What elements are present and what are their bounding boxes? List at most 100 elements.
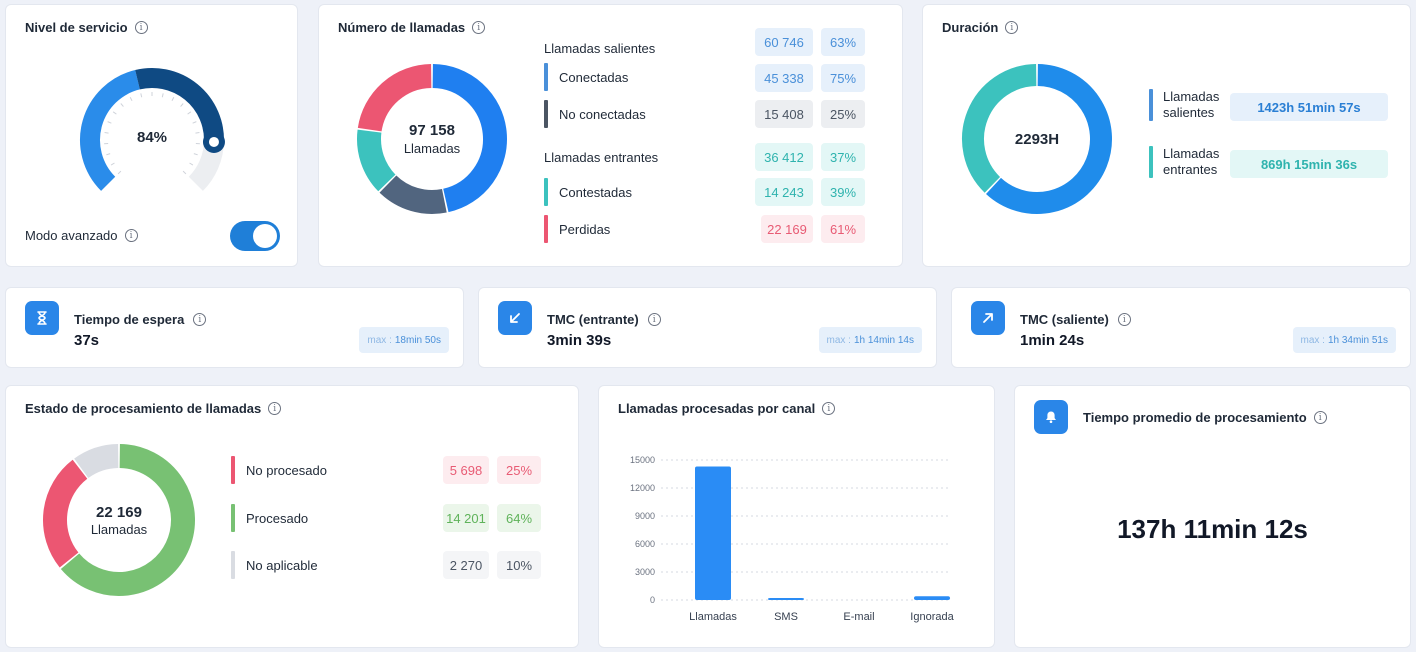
info-icon[interactable]: i xyxy=(193,313,207,326)
duration-title-text: Duración xyxy=(942,20,999,35)
bell-icon xyxy=(1034,400,1068,434)
advanced-mode-text: Modo avanzado xyxy=(25,228,118,243)
kpi-tmc-in-label: TMC (entrante) i xyxy=(547,312,661,327)
calls-total-label: Llamadas xyxy=(404,141,461,156)
outgoing-duration-value: 1423h 51min 57s xyxy=(1230,93,1388,121)
avg-time-value: 137h 11min 12s xyxy=(1117,514,1308,544)
info-icon[interactable]: i xyxy=(822,402,836,415)
legend-incoming: Llamadas entrantes xyxy=(544,143,658,171)
calls-count-title: Número de llamadas i xyxy=(338,20,486,35)
x-tick-label: Llamadas xyxy=(689,611,737,623)
not-processed-marker xyxy=(231,456,235,484)
processing-status-card: Estado de procesamiento de llamadas i 22… xyxy=(5,385,579,648)
donut-segment-procesado xyxy=(60,444,195,596)
outgoing-duration-label: Llamadas salientes xyxy=(1163,89,1219,121)
lost-pct: 61% xyxy=(821,215,865,243)
legend-outgoing-label: Llamadas salientes xyxy=(544,40,656,56)
kpi-tmc-in-label-text: TMC (entrante) xyxy=(547,312,639,327)
answered-marker xyxy=(544,178,548,206)
legend-processed: Procesado xyxy=(246,504,308,532)
info-icon[interactable]: i xyxy=(1005,21,1019,34)
calls-count-card: Número de llamadas i 97 158 Llamadas Lla… xyxy=(318,4,903,267)
y-tick-label: 15000 xyxy=(630,455,655,465)
gauge-handle-center xyxy=(208,136,219,147)
outgoing-value: 60 746 xyxy=(755,28,813,56)
processing-total: 22 169 xyxy=(96,504,142,521)
processed-pct: 64% xyxy=(497,504,541,532)
kpi-card-tmc-out: TMC (saliente) i 1min 24s max : 1h 34min… xyxy=(951,287,1411,368)
not-processed-pct: 25% xyxy=(497,456,541,484)
info-icon[interactable]: i xyxy=(268,402,282,415)
bar-sms[interactable] xyxy=(768,598,804,600)
info-icon[interactable]: i xyxy=(134,21,148,34)
gauge-tick xyxy=(195,131,200,134)
kpi-tmc-out-value: 1min 24s xyxy=(1020,332,1085,349)
incoming-duration-label-2: entrantes xyxy=(1163,162,1218,177)
donut-segment-salientes xyxy=(986,64,1112,214)
advanced-mode-label: Modo avanzado i xyxy=(25,228,138,243)
service-level-title: Nivel de servicio i xyxy=(25,20,148,35)
gauge-tick xyxy=(107,121,112,124)
not-applicable-marker xyxy=(231,551,235,579)
legend-incoming-label: Llamadas entrantes xyxy=(544,149,659,165)
bar-ignorada[interactable] xyxy=(914,596,950,600)
y-tick-label: 12000 xyxy=(630,483,655,493)
gauge-tick xyxy=(171,97,175,102)
outgoing-pct: 63% xyxy=(821,28,865,56)
info-icon[interactable]: i xyxy=(124,229,138,242)
x-tick-label: E-mail xyxy=(843,611,874,623)
info-icon[interactable]: i xyxy=(472,21,486,34)
service-level-gauge: 84% xyxy=(80,68,225,191)
incoming-value: 36 412 xyxy=(755,143,813,171)
donut-segment-contestadas xyxy=(357,129,396,192)
kpi-tmc-out-max-value: 1h 34min 51s xyxy=(1327,334,1388,346)
bar-llamadas[interactable] xyxy=(695,466,731,600)
donut-segment-no-conectadas xyxy=(379,175,447,214)
gauge-tick xyxy=(104,131,109,134)
channel-bar-chart: 0 3000 6000 9000 12000 15000 Llamadas SMS E-mail… xyxy=(630,455,955,623)
kpi-card-wait: Tiempo de espera i 37s max : 18min 50s xyxy=(5,287,464,368)
gauge-tick xyxy=(192,121,197,124)
legend-not-connected: No conectadas xyxy=(559,100,646,128)
kpi-tmc-out-label-text: TMC (saliente) xyxy=(1020,312,1109,327)
y-tick-label: 3000 xyxy=(635,567,655,577)
gauge-tick xyxy=(193,153,198,156)
channel-card: Llamadas procesadas por canal i 0 3000 600… xyxy=(598,385,995,648)
legend-connected-label: Conectadas xyxy=(559,69,629,85)
info-icon[interactable]: i xyxy=(1313,411,1327,424)
channel-title: Llamadas procesadas por canal i xyxy=(618,401,836,416)
info-icon[interactable]: i xyxy=(1117,313,1131,326)
not-connected-value: 15 408 xyxy=(755,100,813,128)
legend-answered: Contestadas xyxy=(559,178,632,206)
toggle-knob xyxy=(253,224,277,248)
avg-time-title: Tiempo promedio de procesamiento i xyxy=(1083,410,1327,425)
kpi-card-tmc-in: TMC (entrante) i 3min 39s max : 1h 14min… xyxy=(478,287,937,368)
gauge-tick xyxy=(140,93,143,98)
legend-processed-label: Procesado xyxy=(246,510,309,526)
info-icon[interactable]: i xyxy=(647,313,661,326)
legend-not-applicable-label: No aplicable xyxy=(246,557,318,573)
gauge-tick xyxy=(187,111,192,115)
hourglass-icon xyxy=(25,301,59,335)
connected-pct: 75% xyxy=(821,64,865,92)
kpi-wait-max: max : 18min 50s xyxy=(359,327,449,353)
legend-not-processed: No procesado xyxy=(246,456,327,484)
outgoing-duration-marker xyxy=(1149,89,1153,121)
calls-total: 97 158 xyxy=(409,122,455,139)
avg-time-title-text: Tiempo promedio de procesamiento xyxy=(1083,410,1307,425)
duration-donut: 2293H xyxy=(962,64,1112,214)
donut-segment-conectadas xyxy=(432,64,507,213)
legend-lost-label: Perdidas xyxy=(559,221,611,237)
advanced-mode-toggle[interactable] xyxy=(230,221,280,251)
avg-time-card: Tiempo promedio de procesamiento i 137h … xyxy=(1014,385,1411,648)
lost-value: 22 169 xyxy=(761,215,813,243)
processed-value: 14 201 xyxy=(443,504,489,532)
incoming-duration-value: 869h 15min 36s xyxy=(1230,150,1388,178)
gauge-tick xyxy=(189,162,194,166)
connected-value: 45 338 xyxy=(755,64,813,92)
service-level-card: Nivel de servicio i 84% Modo avanzado i xyxy=(5,4,298,267)
answered-value: 14 243 xyxy=(755,178,813,206)
service-level-value: 84% xyxy=(137,129,167,146)
incoming-duration-label: Llamadas entrantes xyxy=(1163,146,1219,178)
gauge-fill-light xyxy=(80,69,141,191)
